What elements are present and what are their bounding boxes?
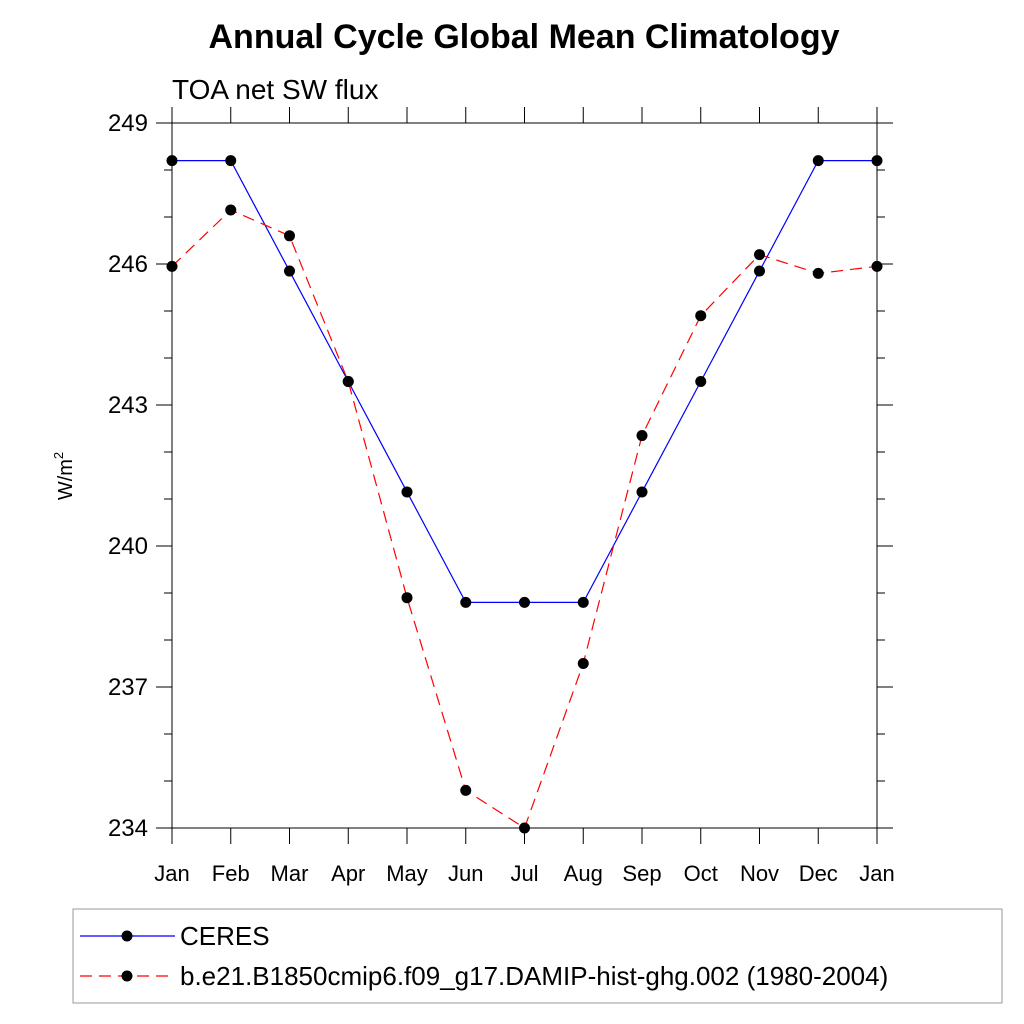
y-tick-label: 249 — [108, 110, 148, 137]
series-2-point — [754, 249, 765, 261]
series-1-point — [460, 596, 472, 608]
legend-label-2: b.e21.B1850cmip6.f09_g17.DAMIP-hist-ghg.… — [180, 961, 888, 991]
plot-frame — [171, 122, 878, 829]
series-1-point — [871, 155, 883, 167]
series-line-1 — [172, 160, 877, 604]
series-2-point — [519, 822, 530, 834]
series-2-point — [284, 230, 295, 242]
series-2-point — [577, 658, 589, 669]
x-tick-label: Jan — [154, 861, 189, 886]
series-1-point — [695, 376, 707, 387]
x-tick-label: Jan — [859, 861, 894, 886]
series-1-point — [284, 265, 295, 277]
series-1-point — [401, 486, 413, 498]
series-2-point — [460, 784, 472, 796]
x-tick-label: Jun — [448, 861, 483, 886]
series-1-point — [577, 596, 589, 608]
series-2-point — [871, 260, 883, 272]
x-tick-label: Aug — [564, 861, 603, 886]
series-2-point — [636, 430, 648, 442]
legend-marker-2 — [121, 970, 133, 982]
x-tick-label: Feb — [212, 861, 250, 886]
legend: CERES b.e21.B1850cmip6.f09_g17.DAMIP-hist… — [80, 921, 888, 991]
series-layer — [166, 155, 883, 834]
x-tick-label: Apr — [331, 861, 365, 886]
series-2-point — [812, 267, 824, 279]
series-line-2 — [171, 209, 878, 829]
legend-label-1: CERES — [180, 921, 270, 951]
y-axis-label-text: W/m — [55, 459, 77, 500]
y-tick-label: 237 — [108, 674, 148, 701]
chart-title: Annual Cycle Global Mean Climatology — [209, 18, 840, 56]
x-tick-label: May — [386, 861, 428, 886]
series-2-point — [166, 260, 178, 272]
y-tick-label: 243 — [108, 392, 148, 419]
x-tick-label: Nov — [740, 861, 779, 886]
x-tick-label: Jul — [510, 861, 538, 886]
series-1-point — [225, 155, 237, 167]
x-tick-label: Dec — [799, 861, 838, 886]
y-tick-label: 240 — [108, 533, 148, 560]
y-tick-label: 246 — [108, 251, 148, 278]
y-axis-label: W/m2 — [51, 452, 77, 500]
y-axis-label-superscript: 2 — [51, 452, 66, 459]
y-tick-label: 234 — [108, 815, 148, 842]
series-2-point — [225, 204, 237, 216]
series-1-point — [754, 265, 765, 277]
series-2-point — [342, 376, 354, 387]
series-1-point — [812, 155, 824, 167]
chart-subtitle: TOA net SW flux — [172, 74, 378, 105]
series-1-point — [636, 486, 648, 498]
legend-marker-1 — [121, 930, 133, 942]
x-tick-label: Sep — [622, 861, 661, 886]
x-tick-label: Oct — [684, 861, 718, 886]
series-1-point — [519, 596, 530, 608]
x-tick-label: Mar — [271, 861, 309, 886]
series-2-point — [695, 310, 707, 322]
series-2-point — [401, 592, 413, 604]
series-1-point — [166, 155, 178, 167]
legend-box — [72, 908, 1003, 1004]
